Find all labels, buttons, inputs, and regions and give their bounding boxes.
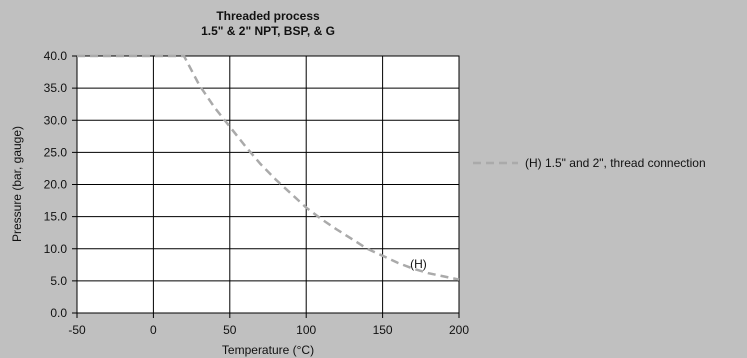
y-tick-label: 20.0: [44, 178, 68, 192]
annotation-label: (H): [410, 257, 427, 271]
y-tick-label: 10.0: [44, 242, 68, 256]
legend: (H) 1.5" and 2", thread connection: [473, 156, 706, 170]
y-tick-label: 0.0: [50, 306, 67, 320]
grid-lines: [72, 55, 460, 318]
x-tick-label: 50: [223, 323, 237, 337]
x-axis-label: Temperature (°C): [222, 343, 314, 357]
y-tick-label: 40.0: [44, 49, 68, 63]
y-tick-label: 35.0: [44, 81, 68, 95]
y-tick-label: 30.0: [44, 113, 68, 127]
legend-entry: (H) 1.5" and 2", thread connection: [525, 156, 706, 170]
x-tick-label: 150: [373, 323, 393, 337]
x-tick-label: 200: [449, 323, 469, 337]
series-group: [77, 54, 460, 281]
y-tick-label: 15.0: [44, 210, 68, 224]
annotations: (H): [410, 257, 427, 271]
x-tick-label: -50: [68, 323, 86, 337]
y-axis-label: Pressure (bar, gauge): [10, 126, 24, 242]
chart-title: Threaded process: [216, 9, 320, 23]
y-tick-label: 25.0: [44, 145, 68, 159]
series-line-0: [77, 54, 460, 281]
x-tick-label: 0: [150, 323, 157, 337]
x-tick-label: 100: [296, 323, 316, 337]
tick-labels: 0.0 5.0 10.0 15.0 20.0 25.0 30.0 35.0 40.0 -50 0 50…: [44, 49, 470, 337]
chart-subtitle: 1.5" & 2" NPT, BSP, & G: [201, 24, 335, 38]
y-tick-label: 5.0: [50, 274, 67, 288]
